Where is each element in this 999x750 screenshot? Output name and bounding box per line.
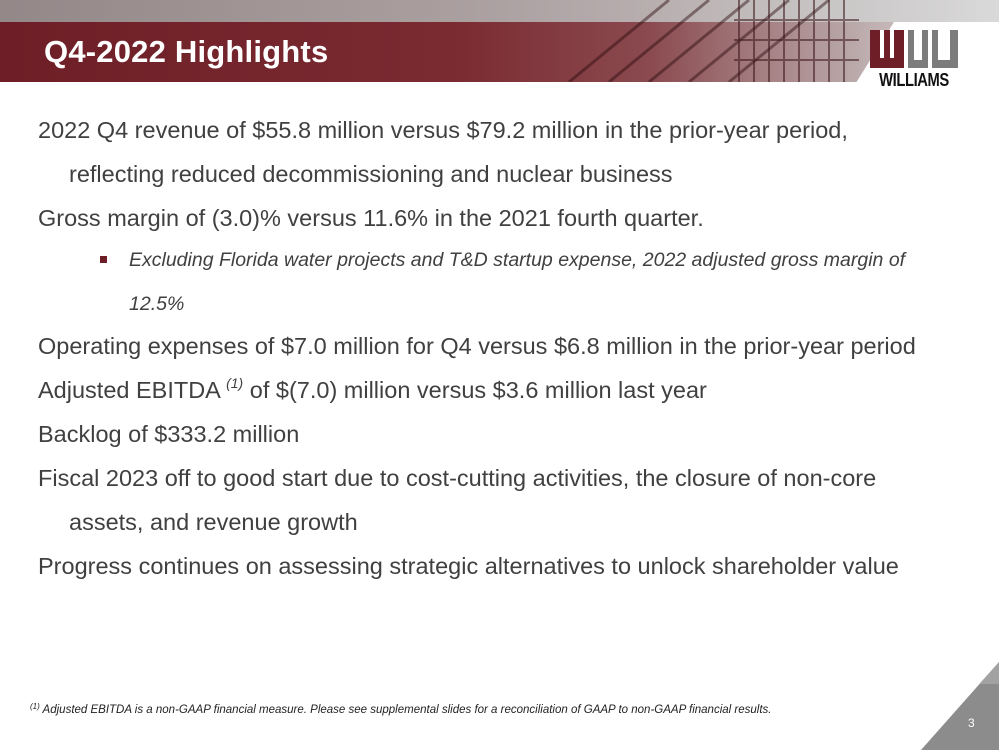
square-bullet-icon <box>100 256 107 263</box>
footnote-marker: (1) <box>30 702 40 711</box>
building-graphic <box>568 0 859 82</box>
slide-header: Q4-2022 Highlights <box>0 0 999 82</box>
list-item: Gross margin of (3.0)% versus 11.6% in t… <box>38 205 704 231</box>
footnote-text: Adjusted EBITDA is a non-GAAP financial … <box>39 704 772 716</box>
footnote: (1) Adjusted EBITDA is a non-GAAP financ… <box>30 702 772 717</box>
sub-list-item-text: Excluding Florida water projects and T&D… <box>129 249 906 315</box>
highlights-list: 2022 Q4 revenue of $55.8 million versus … <box>38 108 948 588</box>
page-number: 3 <box>968 716 975 730</box>
list-item: 2022 Q4 revenue of $55.8 million versus … <box>38 117 848 187</box>
list-item: Backlog of $333.2 million <box>38 421 300 447</box>
footnote-marker: (1) <box>226 375 244 391</box>
logo-wordmark: WILLIAMS <box>879 70 949 90</box>
sub-list-item: Excluding Florida water projects and T&D… <box>38 238 948 326</box>
logo-mark <box>870 30 958 68</box>
list-item: Operating expenses of $7.0 million for Q… <box>38 333 916 359</box>
list-item: Adjusted EBITDA (1) of $(7.0) million ve… <box>38 368 948 412</box>
list-item-text: Adjusted EBITDA <box>38 377 227 403</box>
list-item-text: of $(7.0) million versus $3.6 million la… <box>243 377 707 403</box>
page-corner-decoration <box>921 662 999 750</box>
list-item: Progress continues on assessing strategi… <box>38 553 899 579</box>
williams-logo: WILLIAMS <box>868 28 960 92</box>
list-item: Fiscal 2023 off to good start due to cos… <box>38 465 877 535</box>
header-top-strip <box>0 0 999 22</box>
slide-title: Q4-2022 Highlights <box>44 34 329 69</box>
